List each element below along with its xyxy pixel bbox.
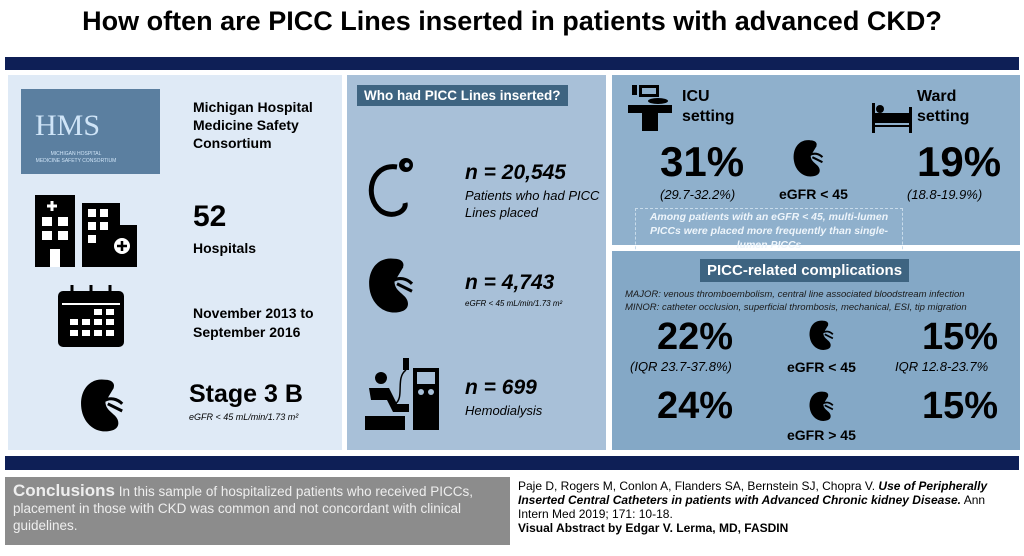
kidney-icon (808, 318, 836, 352)
kidney-icon (367, 253, 417, 317)
hospital-icon (35, 195, 137, 267)
org-name: Michigan Hospital Medicine Safety Consor… (193, 99, 313, 151)
hemodialysis-desc: Hemodialysis (465, 403, 543, 418)
ward-ci: (18.8-19.9%) (907, 187, 983, 202)
icu-ci: (29.7-32.2%) (660, 187, 736, 202)
ward-setting-label: Ward setting (917, 88, 970, 125)
picc-population-panel: Who had PICC Lines inserted? n = 20,545 … (347, 75, 606, 450)
citation-authors: Paje D, Rogers M, Conlon A, Flanders SA,… (518, 479, 876, 493)
kidney-icon (78, 375, 128, 435)
visual-abstract-credit: Visual Abstract by Edgar V. Lerma, MD, F… (518, 521, 789, 535)
complications-header: PICC-related complications (700, 259, 910, 282)
hemodialysis-icon (365, 358, 439, 430)
minor-egfr-gt45-percent: 15% (922, 385, 999, 427)
ward-bed-icon (872, 103, 912, 133)
minor-egfr-lt45-iqr: IQR 12.8-23.7% (895, 359, 989, 374)
kidney-icon (792, 137, 826, 179)
icu-setting-label: ICU setting (682, 88, 735, 125)
lumen-note: Among patients with an eGFR < 45, multi-… (635, 208, 903, 254)
citation-journal: Ann Intern Med 2019; 171: 10-18. (518, 493, 986, 521)
citation: Paje D, Rogers M, Conlon A, Flanders SA,… (518, 479, 1018, 535)
ward-percent: 19% (917, 138, 1002, 185)
hms-logo: HMS MICHIGAN HOSPITAL MEDICINE SAFETY CO… (21, 89, 160, 174)
minor-egfr-lt45-percent: 15% (922, 316, 999, 358)
picc-total-desc: Patients who had PICC Lines placed (465, 188, 600, 220)
icu-percent: 31% (660, 138, 745, 185)
bottom-divider (5, 456, 1019, 470)
calendar-icon (58, 285, 124, 347)
major-egfr-gt45-percent: 24% (657, 385, 734, 427)
study-info-panel: HMS MICHIGAN HOSPITAL MEDICINE SAFETY CO… (8, 75, 342, 450)
study-period: November 2013 to September 2016 (193, 305, 314, 340)
egfr-lt45-label: eGFR < 45 (787, 359, 856, 375)
egfr-n: n = 4,743 (465, 271, 555, 294)
picc-total-n: n = 20,545 (465, 161, 566, 184)
top-divider (5, 57, 1019, 70)
citation-article: Use of Peripherally Inserted Central Cat… (518, 479, 988, 507)
hospitals-count: 52 (193, 200, 227, 233)
hemodialysis-n: n = 699 (465, 376, 537, 399)
ckd-stage-note: eGFR < 45 mL/min/1.73 m² (189, 412, 299, 422)
kidney-icon (808, 389, 836, 423)
major-egfr-lt45-iqr: (IQR 23.7-37.8%) (630, 359, 732, 374)
egfr-label: eGFR < 45 (779, 186, 848, 202)
conclusions-text: In this sample of hospitalized patients … (13, 484, 473, 533)
conclusions-box: Conclusions In this sample of hospitaliz… (5, 477, 510, 545)
major-egfr-lt45-percent: 22% (657, 316, 734, 358)
page-title: How often are PICC Lines inserted in pat… (82, 6, 942, 36)
picc-line-icon (368, 158, 413, 217)
icu-bed-icon (628, 85, 672, 131)
minor-complications: MINOR: catheter occlusion, superficial t… (625, 302, 967, 313)
population-header: Who had PICC Lines inserted? (357, 85, 568, 106)
egfr-desc: eGFR < 45 mL/min/1.73 m² (465, 299, 563, 308)
ckd-stage: Stage 3 B (189, 380, 303, 408)
egfr-gt45-label: eGFR > 45 (787, 427, 856, 443)
complications-panel: PICC-related complications MAJOR: venous… (612, 251, 1020, 450)
major-complications: MAJOR: venous thromboembolism, central l… (625, 289, 965, 300)
setting-panel: ICU setting Ward setting 31% (29.7-32.2%… (612, 75, 1020, 254)
conclusions-label: Conclusions (13, 481, 116, 500)
hospitals-label: Hospitals (193, 240, 257, 256)
